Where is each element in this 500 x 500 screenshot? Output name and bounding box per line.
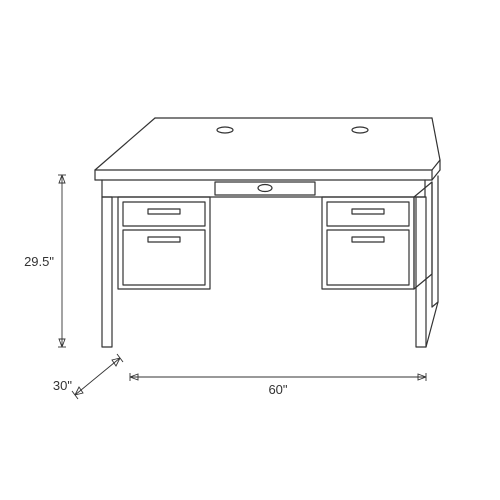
dim-depth-label: 30" xyxy=(53,378,72,393)
dim-width: 60" xyxy=(130,373,426,397)
dim-depth: 30" xyxy=(53,354,123,399)
dim-height: 29.5" xyxy=(24,175,66,347)
dim-width-label: 60" xyxy=(268,382,287,397)
dim-height-label: 29.5" xyxy=(24,254,54,269)
desk-diagram: 29.5" 30" 60" xyxy=(0,0,500,500)
